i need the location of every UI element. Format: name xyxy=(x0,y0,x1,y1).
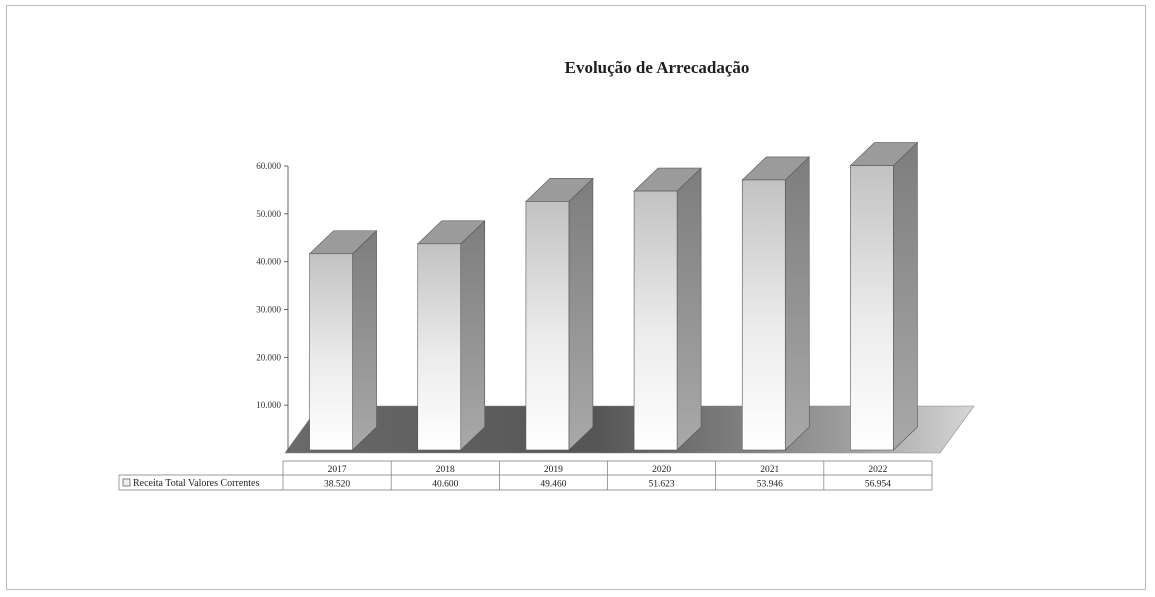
y-tick-label: 30.000 xyxy=(256,305,281,315)
bar-side xyxy=(893,141,918,451)
data-value-label: 56.954 xyxy=(865,480,891,490)
bar xyxy=(633,167,702,451)
legend-key xyxy=(122,478,131,487)
x-category-label: 2021 xyxy=(760,465,779,475)
bar-side xyxy=(460,220,486,451)
data-value-label: 53.946 xyxy=(757,480,783,490)
data-value-label: 51.623 xyxy=(649,480,675,490)
y-tick-label: 40.000 xyxy=(256,257,281,267)
bar-front xyxy=(850,165,894,451)
legend-series-name: Receita Total Valores Correntes xyxy=(133,478,260,489)
x-category-label: 2022 xyxy=(868,465,887,475)
data-table: 2017 38.520 2018 40.600 2019 49.460 2020 51.623… xyxy=(118,460,933,491)
y-tick-label: 10.000 xyxy=(256,400,281,410)
y-tick-label: 60.000 xyxy=(256,161,281,171)
x-category-label: 2019 xyxy=(544,465,563,475)
bar xyxy=(417,220,486,451)
y-tick-label: 20.000 xyxy=(256,352,281,362)
bar-front xyxy=(741,179,786,451)
data-value-label: 49.460 xyxy=(540,480,566,490)
x-category-label: 2018 xyxy=(436,465,455,475)
data-value-label: 40.600 xyxy=(432,480,458,490)
bar-front xyxy=(417,243,462,451)
bar-side xyxy=(784,156,810,451)
chart-title: Evolução de Arrecadação xyxy=(565,58,750,77)
bar xyxy=(741,156,810,451)
bar-front xyxy=(525,201,570,451)
bar-side xyxy=(568,177,594,451)
bar-side xyxy=(676,167,702,451)
chart-frame: Evolução de Arrecadação 10.000 20.000 30.0… xyxy=(6,5,1146,590)
bar xyxy=(525,177,594,451)
bar-front xyxy=(633,190,678,451)
y-axis: 10.000 20.000 30.000 40.000 50.000 60.000 xyxy=(256,161,289,451)
bar xyxy=(308,230,378,451)
bar-side xyxy=(352,230,377,451)
data-value-label: 38.520 xyxy=(324,480,350,490)
bar xyxy=(849,141,919,451)
bar-front xyxy=(309,253,353,451)
y-tick-label: 50.000 xyxy=(256,209,281,219)
x-category-label: 2020 xyxy=(652,465,671,475)
chart-svg: Evolução de Arrecadação 10.000 20.000 30.0… xyxy=(118,58,975,491)
x-category-label: 2017 xyxy=(328,465,347,475)
bars xyxy=(308,141,919,451)
